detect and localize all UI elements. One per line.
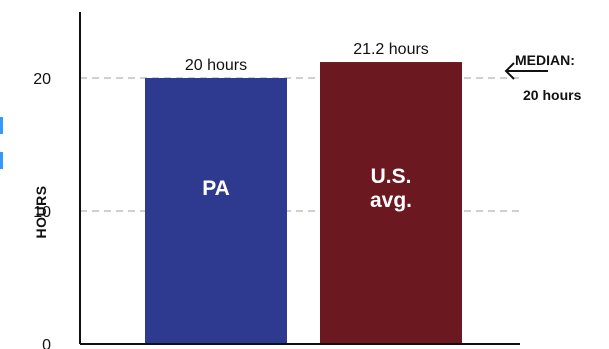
category-label: U.S. avg. <box>370 165 412 212</box>
y-axis-label: HOURS <box>33 185 49 238</box>
median-value: 20 hours <box>523 87 582 103</box>
data-label: 21.2 hours <box>353 41 429 58</box>
data-label: 20 hours <box>185 57 247 74</box>
category-label: PA <box>202 177 230 200</box>
edge-marker-top <box>0 117 3 134</box>
bars: 20 hours PA 21.2 hours U.S. avg. <box>145 41 462 344</box>
y-tick-label: 10 <box>33 204 51 221</box>
y-tick-label: 0 <box>42 337 51 349</box>
y-tick-label: 20 <box>33 71 51 88</box>
bar <box>145 78 287 344</box>
edge-marker-bottom <box>0 152 3 169</box>
bar <box>320 62 462 344</box>
median-arrow-head <box>504 62 515 80</box>
y-tick-labels: 0 10 20 <box>33 71 51 349</box>
median-title: MEDIAN: <box>515 52 575 68</box>
median-annotation: MEDIAN: 20 hours <box>504 52 582 103</box>
